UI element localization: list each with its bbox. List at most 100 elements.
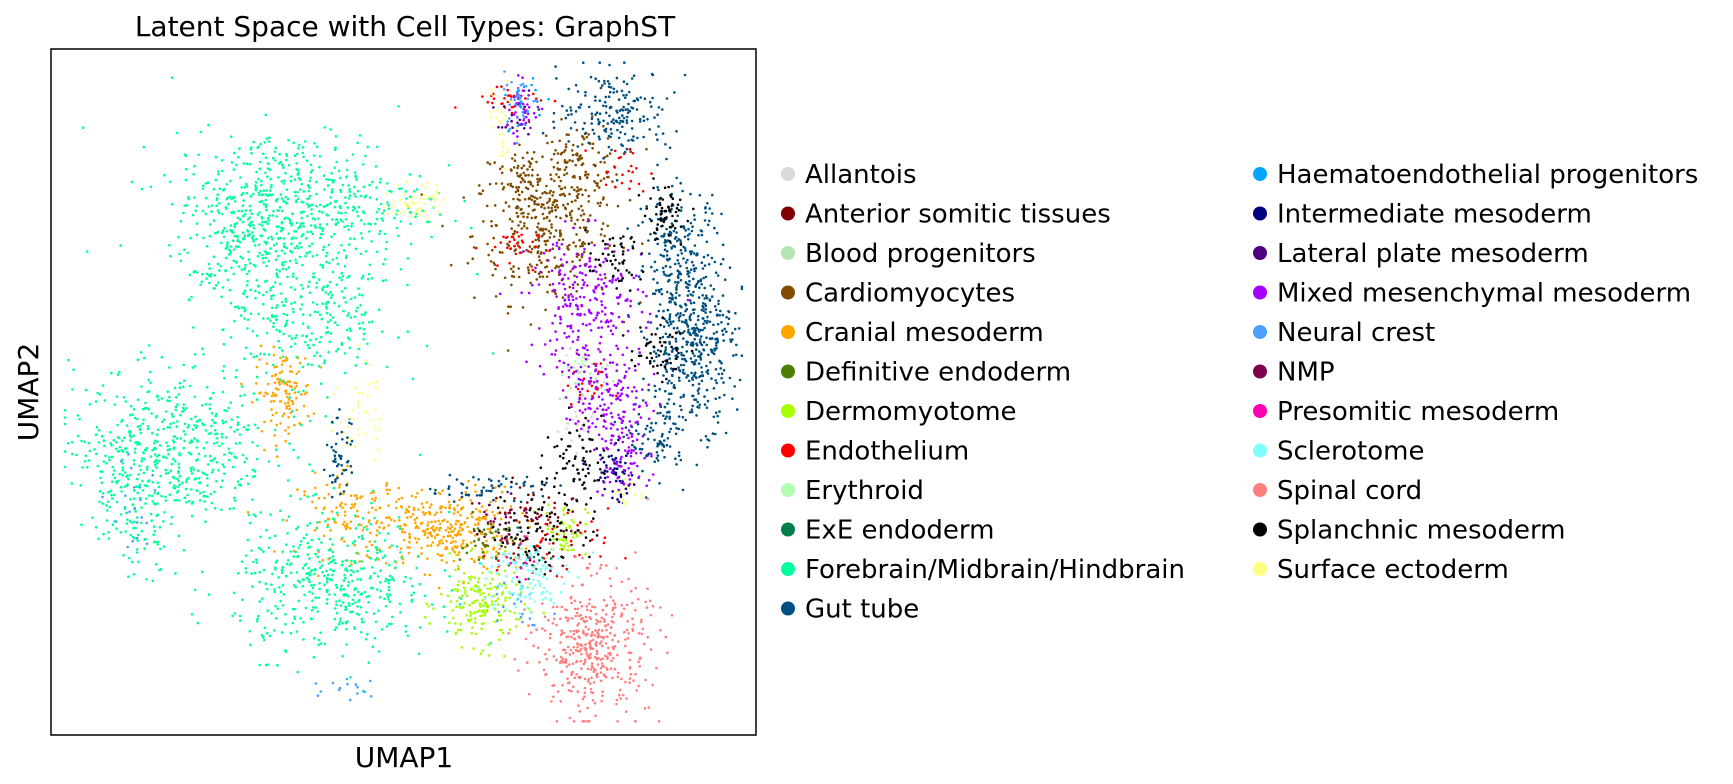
scatter-point — [727, 317, 731, 321]
scatter-point — [420, 552, 423, 555]
scatter-point — [345, 621, 348, 625]
scatter-point — [229, 336, 233, 339]
scatter-point — [558, 538, 562, 541]
scatter-point — [177, 235, 180, 239]
scatter-point — [625, 492, 629, 495]
scatter-point — [562, 192, 565, 196]
scatter-point — [665, 411, 669, 414]
scatter-point — [557, 307, 560, 311]
scatter-point — [602, 358, 606, 361]
scatter-point — [135, 516, 139, 519]
scatter-point — [710, 350, 714, 354]
scatter-point — [335, 603, 338, 607]
scatter-point — [286, 532, 289, 535]
scatter-point — [637, 412, 641, 416]
scatter-point — [192, 326, 195, 329]
scatter-point — [512, 275, 516, 279]
scatter-point — [255, 398, 259, 401]
scatter-point — [119, 513, 123, 516]
scatter-point — [582, 226, 586, 229]
scatter-point — [349, 464, 353, 468]
scatter-point — [459, 597, 463, 600]
scatter-point — [715, 231, 719, 235]
scatter-point — [526, 515, 529, 519]
scatter-point — [547, 496, 551, 499]
scatter-point — [731, 338, 734, 341]
scatter-point — [328, 537, 332, 541]
scatter-point — [143, 356, 146, 360]
scatter-point — [166, 425, 170, 429]
scatter-point — [419, 522, 423, 525]
scatter-point — [574, 110, 578, 113]
scatter-point — [500, 102, 503, 106]
scatter-point — [544, 522, 547, 526]
scatter-point — [406, 516, 409, 519]
scatter-point — [237, 307, 241, 310]
scatter-point — [360, 313, 364, 316]
scatter-point — [144, 401, 147, 405]
scatter-point — [413, 518, 417, 521]
scatter-point — [668, 357, 671, 360]
scatter-point — [670, 392, 673, 396]
scatter-point — [249, 643, 252, 647]
scatter-point — [734, 311, 737, 315]
scatter-point — [537, 283, 541, 286]
scatter-point — [494, 499, 497, 503]
scatter-point — [237, 155, 240, 159]
scatter-point — [517, 275, 521, 279]
scatter-point — [335, 349, 338, 353]
scatter-point — [271, 413, 275, 417]
scatter-point — [428, 487, 432, 491]
scatter-point — [599, 362, 603, 365]
scatter-point — [624, 461, 627, 465]
scatter-point — [243, 317, 246, 320]
scatter-point — [141, 422, 145, 425]
scatter-point — [431, 541, 435, 544]
scatter-point — [189, 469, 193, 473]
scatter-point — [270, 183, 273, 187]
scatter-point — [708, 320, 712, 324]
scatter-point — [344, 503, 347, 506]
scatter-point — [541, 537, 544, 540]
scatter-point — [563, 506, 566, 510]
scatter-point — [484, 532, 487, 536]
scatter-point — [325, 602, 329, 605]
scatter-point — [307, 578, 311, 582]
scatter-point — [144, 406, 147, 410]
scatter-point — [287, 416, 290, 419]
scatter-point — [204, 454, 207, 458]
scatter-point — [661, 335, 665, 339]
scatter-point — [87, 441, 91, 445]
scatter-point — [689, 343, 693, 347]
scatter-point — [656, 186, 659, 189]
scatter-point — [680, 206, 683, 209]
scatter-point — [327, 492, 331, 496]
scatter-point — [566, 245, 569, 248]
scatter-point — [232, 259, 235, 263]
scatter-point — [650, 421, 653, 425]
scatter-point — [472, 527, 476, 531]
scatter-point — [170, 203, 174, 206]
scatter-point — [588, 259, 591, 263]
scatter-point — [603, 79, 606, 83]
scatter-point — [385, 240, 389, 244]
scatter-point — [692, 311, 696, 315]
scatter-point — [404, 624, 408, 628]
scatter-point — [248, 521, 252, 525]
scatter-point — [640, 310, 644, 314]
scatter-point — [297, 546, 301, 550]
scatter-point — [638, 447, 642, 451]
scatter-point — [393, 560, 397, 563]
scatter-point — [233, 151, 236, 155]
scatter-point — [357, 535, 361, 539]
scatter-point — [324, 302, 328, 306]
scatter-point — [703, 297, 706, 300]
scatter-point — [515, 231, 519, 234]
scatter-point — [696, 405, 699, 409]
scatter-point — [103, 399, 107, 402]
scatter-point — [306, 343, 310, 347]
scatter-point — [547, 503, 551, 507]
scatter-point — [330, 481, 334, 484]
scatter-point — [192, 468, 196, 471]
scatter-point — [477, 192, 481, 195]
